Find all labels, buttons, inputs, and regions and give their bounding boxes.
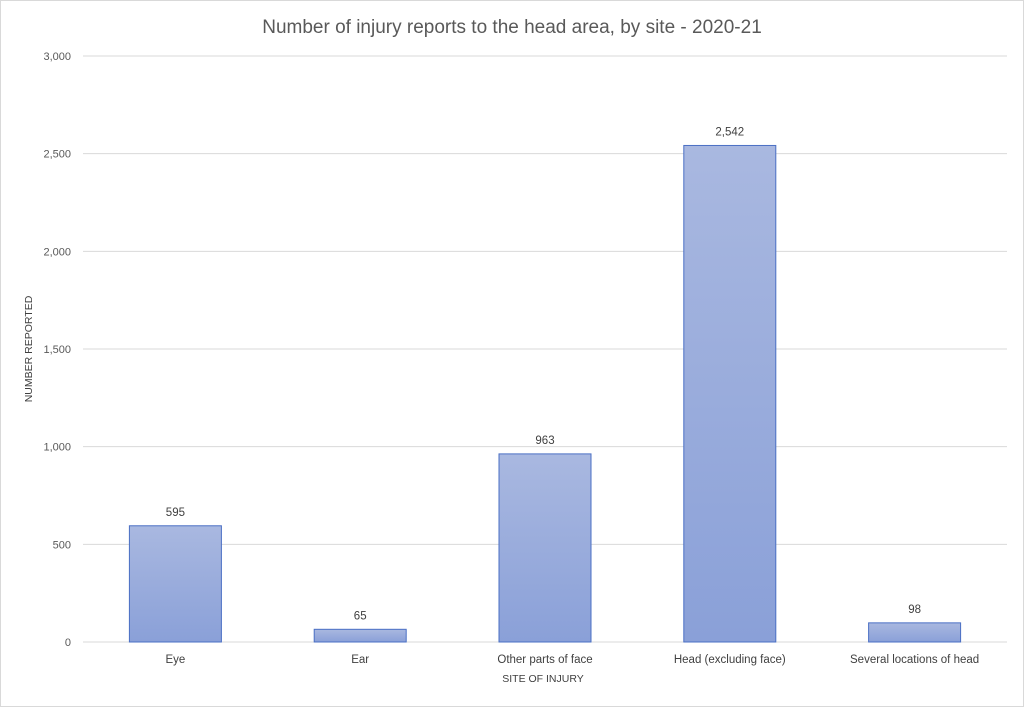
data-label: 963 [535, 435, 554, 447]
y-tick-label: 2,500 [43, 149, 71, 161]
chart-title: Number of injury reports to the head are… [262, 17, 762, 38]
y-axis-title: NUMBER REPORTED [23, 295, 35, 402]
gridlines [83, 55, 1007, 643]
bar [868, 622, 962, 643]
y-tick-label: 500 [53, 539, 71, 551]
data-label: 595 [166, 507, 185, 519]
x-axis-title: SITE OF INJURY [502, 673, 583, 685]
x-category-label: Eye [165, 654, 185, 666]
bar [498, 453, 592, 643]
x-axis-categories: Eye Ear Other parts of face Head (excluding… [165, 654, 979, 666]
x-category-label: Other parts of face [497, 654, 592, 666]
y-tick-label: 2,000 [43, 246, 71, 258]
y-axis-ticks: 0 500 1,000 1,500 2,000 2,500 3,000 [43, 51, 71, 649]
x-category-label: Head (excluding face) [674, 654, 786, 666]
data-labels: 595 65 963 2,542 98 [166, 126, 921, 622]
bar [128, 525, 222, 643]
y-tick-label: 1,500 [43, 344, 71, 356]
data-label: 65 [354, 610, 367, 622]
y-tick-label: 0 [65, 637, 71, 649]
bars [128, 144, 962, 643]
data-label: 2,542 [715, 126, 744, 138]
y-tick-label: 1,000 [43, 442, 71, 454]
x-category-label: Several locations of head [850, 654, 979, 666]
bar [313, 628, 407, 643]
data-label: 98 [908, 604, 921, 616]
y-tick-label: 3,000 [43, 51, 71, 63]
bar [683, 144, 777, 643]
x-category-label: Ear [351, 654, 369, 666]
